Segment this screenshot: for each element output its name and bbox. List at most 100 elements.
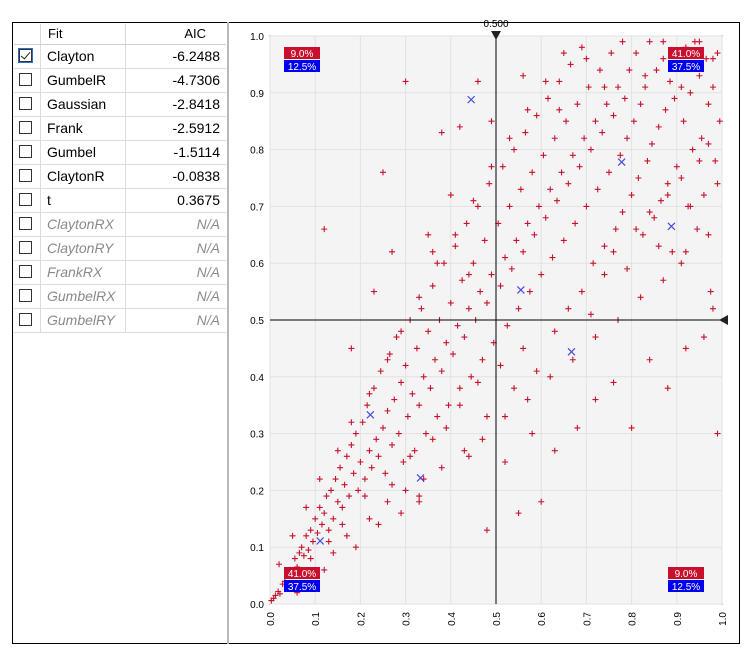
model-marker bbox=[617, 158, 626, 167]
data-point bbox=[502, 413, 509, 420]
data-point bbox=[296, 549, 303, 556]
data-point bbox=[630, 118, 637, 125]
data-point bbox=[483, 527, 490, 534]
fit-row-gaussian[interactable]: Gaussian -2.8418 bbox=[14, 93, 226, 117]
fit-checkbox[interactable] bbox=[19, 217, 32, 230]
data-point bbox=[599, 129, 606, 136]
data-point bbox=[389, 248, 396, 255]
data-point bbox=[633, 50, 640, 57]
data-point bbox=[608, 50, 615, 57]
data-point bbox=[508, 265, 515, 272]
data-point bbox=[409, 390, 416, 397]
data-point bbox=[703, 55, 710, 62]
fit-checkbox[interactable] bbox=[19, 145, 32, 158]
data-point bbox=[413, 345, 420, 352]
fit-aic-value: N/A bbox=[196, 288, 220, 304]
checkbox-cell bbox=[14, 69, 41, 92]
fit-row-gumbelrx[interactable]: GumbelRX N/A bbox=[14, 285, 226, 309]
data-point bbox=[441, 260, 448, 267]
data-point bbox=[696, 38, 703, 45]
data-point bbox=[506, 203, 513, 210]
checkbox-cell bbox=[14, 45, 41, 68]
fit-row-clayton[interactable]: Clayton -6.2488 bbox=[14, 45, 226, 69]
data-point bbox=[391, 396, 398, 403]
fit-row-claytonry[interactable]: ClaytonRY N/A bbox=[14, 237, 226, 261]
data-point bbox=[651, 214, 658, 221]
data-point bbox=[370, 385, 377, 392]
fit-checkbox[interactable] bbox=[19, 241, 32, 254]
panel-splitter[interactable] bbox=[227, 22, 229, 644]
data-point bbox=[664, 385, 671, 392]
fit-checkbox[interactable] bbox=[19, 265, 32, 278]
fit-row-t[interactable]: t 0.3675 bbox=[14, 189, 226, 213]
fit-checkbox[interactable] bbox=[19, 121, 32, 134]
data-point bbox=[601, 271, 608, 278]
aic-column-header[interactable]: AIC bbox=[184, 26, 206, 41]
fit-column-header[interactable]: Fit bbox=[41, 24, 126, 44]
data-point bbox=[576, 163, 583, 170]
fit-aic-value: -2.8418 bbox=[172, 96, 220, 112]
data-point bbox=[644, 157, 651, 164]
data-point bbox=[502, 254, 509, 261]
fit-name: Frank bbox=[41, 117, 126, 140]
fit-row-claytonrx[interactable]: ClaytonRX N/A bbox=[14, 213, 226, 237]
data-point bbox=[626, 67, 633, 74]
fit-checkbox[interactable] bbox=[19, 97, 32, 110]
data-point bbox=[687, 89, 694, 96]
data-point bbox=[318, 521, 325, 528]
data-point bbox=[547, 186, 554, 193]
data-point bbox=[619, 38, 626, 45]
bottom-right-quadrant-model-text: 12.5% bbox=[672, 582, 700, 593]
data-point bbox=[386, 351, 393, 358]
data-point bbox=[662, 106, 669, 113]
fit-row-claytonr[interactable]: ClaytonR -0.0838 bbox=[14, 165, 226, 189]
data-point bbox=[657, 197, 664, 204]
fit-row-frankrx[interactable]: FrankRX N/A bbox=[14, 261, 226, 285]
data-point bbox=[398, 510, 405, 517]
fit-row-gumbel[interactable]: Gumbel -1.5114 bbox=[14, 141, 226, 165]
data-point bbox=[370, 288, 377, 295]
checkbox-cell bbox=[14, 93, 41, 116]
fit-checkbox[interactable] bbox=[19, 289, 32, 302]
y-tick-label: 0.7 bbox=[250, 202, 264, 213]
data-point bbox=[628, 192, 635, 199]
data-point bbox=[380, 169, 386, 176]
data-point bbox=[660, 277, 667, 284]
data-point bbox=[468, 373, 475, 380]
fit-row-gumbelr[interactable]: GumbelR -4.7306 bbox=[14, 69, 226, 93]
data-point bbox=[617, 152, 624, 159]
fit-checkbox[interactable] bbox=[19, 169, 32, 182]
data-point bbox=[332, 476, 339, 483]
data-point bbox=[653, 67, 660, 74]
data-point bbox=[307, 555, 314, 562]
crosshair-y-handle[interactable] bbox=[719, 315, 728, 325]
data-point bbox=[323, 493, 330, 500]
data-point bbox=[538, 498, 545, 505]
data-point bbox=[368, 464, 375, 471]
fit-name: GumbelRX bbox=[41, 285, 126, 308]
fit-checkbox-checked[interactable] bbox=[18, 48, 33, 63]
data-point bbox=[479, 356, 486, 363]
data-point bbox=[465, 305, 472, 312]
data-point bbox=[276, 561, 283, 568]
bottom-left-quadrant-model-text: 37.5% bbox=[288, 582, 316, 593]
model-marker bbox=[516, 285, 525, 294]
fit-checkbox[interactable] bbox=[19, 193, 32, 206]
data-point bbox=[416, 294, 423, 301]
data-point bbox=[456, 385, 463, 392]
fit-table: Fit AIC Clayton -6.2488 GumbelR -4.7306 Gaus… bbox=[14, 24, 226, 642]
y-tick-label: 0.0 bbox=[250, 600, 264, 611]
fit-name: GumbelRY bbox=[41, 309, 126, 332]
fit-row-frank[interactable]: Frank -2.5912 bbox=[14, 117, 226, 141]
crosshair-x-handle[interactable] bbox=[491, 31, 501, 40]
fit-checkbox[interactable] bbox=[19, 73, 32, 86]
fit-row-gumbelry[interactable]: GumbelRY N/A bbox=[14, 309, 226, 333]
data-point bbox=[563, 118, 570, 125]
data-point bbox=[628, 424, 635, 431]
fit-checkbox[interactable] bbox=[19, 313, 32, 326]
data-point bbox=[549, 254, 556, 261]
data-point bbox=[583, 55, 590, 62]
data-point bbox=[395, 430, 402, 437]
data-point bbox=[682, 248, 689, 255]
data-point bbox=[454, 322, 461, 329]
